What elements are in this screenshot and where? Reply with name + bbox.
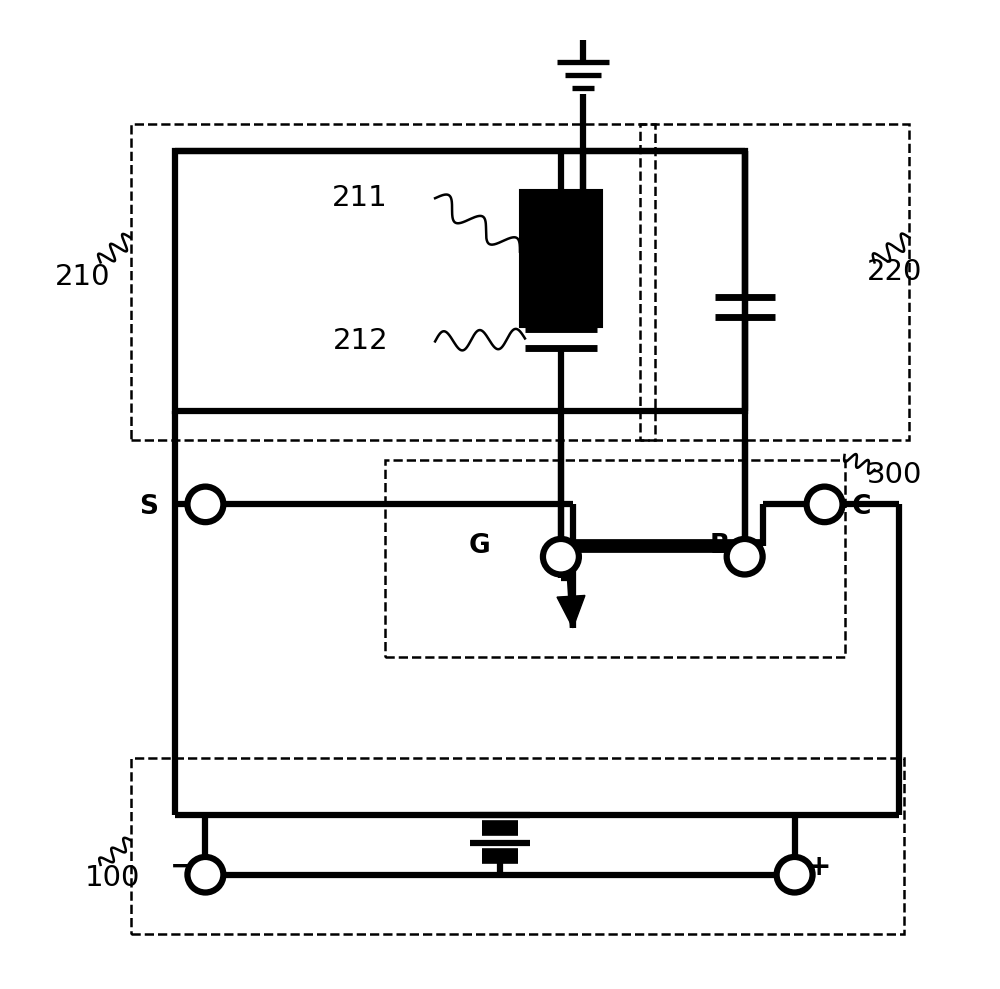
Text: C: C bbox=[852, 494, 871, 520]
Circle shape bbox=[807, 487, 843, 522]
Text: −: − bbox=[170, 853, 195, 881]
Text: 100: 100 bbox=[85, 863, 140, 892]
Polygon shape bbox=[557, 595, 585, 628]
Bar bbox=[640, 125, 909, 440]
Circle shape bbox=[187, 487, 223, 522]
Bar bbox=[175, 150, 745, 410]
Text: S: S bbox=[139, 494, 158, 520]
Text: 300: 300 bbox=[867, 461, 922, 489]
Bar bbox=[131, 759, 904, 934]
Text: 220: 220 bbox=[867, 258, 922, 286]
Circle shape bbox=[727, 539, 763, 575]
Text: B: B bbox=[710, 533, 730, 559]
Bar bbox=[520, 190, 602, 326]
Circle shape bbox=[543, 539, 579, 575]
Circle shape bbox=[777, 856, 813, 892]
Text: 210: 210 bbox=[55, 263, 110, 291]
Text: 211: 211 bbox=[332, 184, 388, 213]
Text: G: G bbox=[468, 533, 490, 559]
Text: +: + bbox=[807, 853, 832, 881]
Circle shape bbox=[187, 856, 223, 892]
Bar bbox=[385, 460, 845, 658]
Text: 212: 212 bbox=[332, 327, 388, 355]
Bar bbox=[131, 125, 655, 440]
